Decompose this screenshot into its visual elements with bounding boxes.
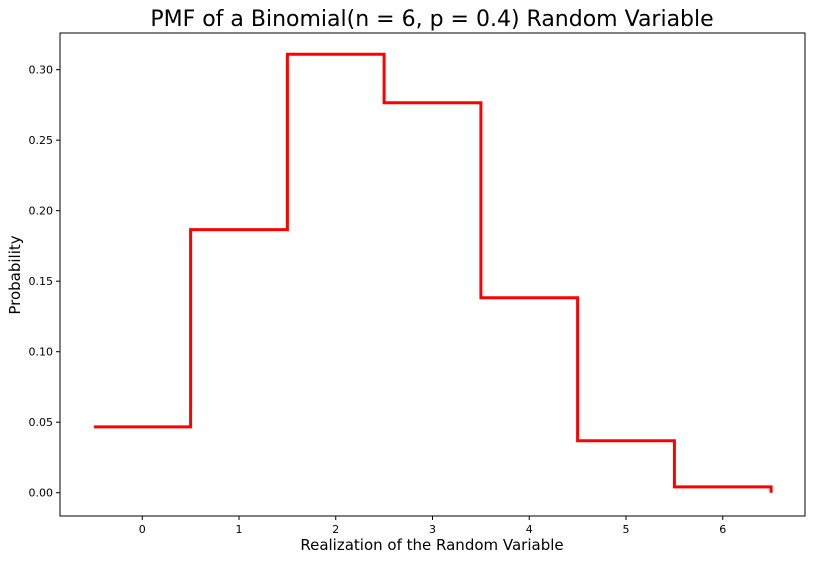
x-axis-label: Realization of the Random Variable <box>300 536 563 554</box>
x-tick-label: 0 <box>139 523 146 536</box>
y-axis-ticks: 0.00 0.05 0.10 0.15 0.20 0.25 0.30 <box>29 64 60 500</box>
x-axis-ticks: 0 1 2 3 4 5 6 <box>139 516 726 536</box>
y-tick-label: 0.15 <box>29 275 54 288</box>
x-tick-label: 6 <box>719 523 726 536</box>
y-tick-label: 0.10 <box>29 346 54 359</box>
y-tick-label: 0.30 <box>29 64 54 77</box>
x-tick-label: 1 <box>235 523 242 536</box>
y-tick-label: 0.05 <box>29 416 54 429</box>
y-tick-label: 0.20 <box>29 205 54 218</box>
x-tick-label: 4 <box>526 523 533 536</box>
x-tick-label: 5 <box>623 523 630 536</box>
plot-area: 0 1 2 3 4 5 6 0.00 0.05 0.10 0.15 0.20 0.25 0.30 <box>29 32 806 536</box>
y-tick-label: 0.25 <box>29 134 54 147</box>
chart-title: PMF of a Binomial(n = 6, p = 0.4) Random… <box>150 7 713 32</box>
pmf-step-line <box>93 52 773 493</box>
y-tick-label: 0.00 <box>29 487 54 500</box>
x-tick-label: 3 <box>429 523 436 536</box>
x-tick-label: 2 <box>332 523 339 536</box>
y-axis-label: Probability <box>6 235 24 314</box>
